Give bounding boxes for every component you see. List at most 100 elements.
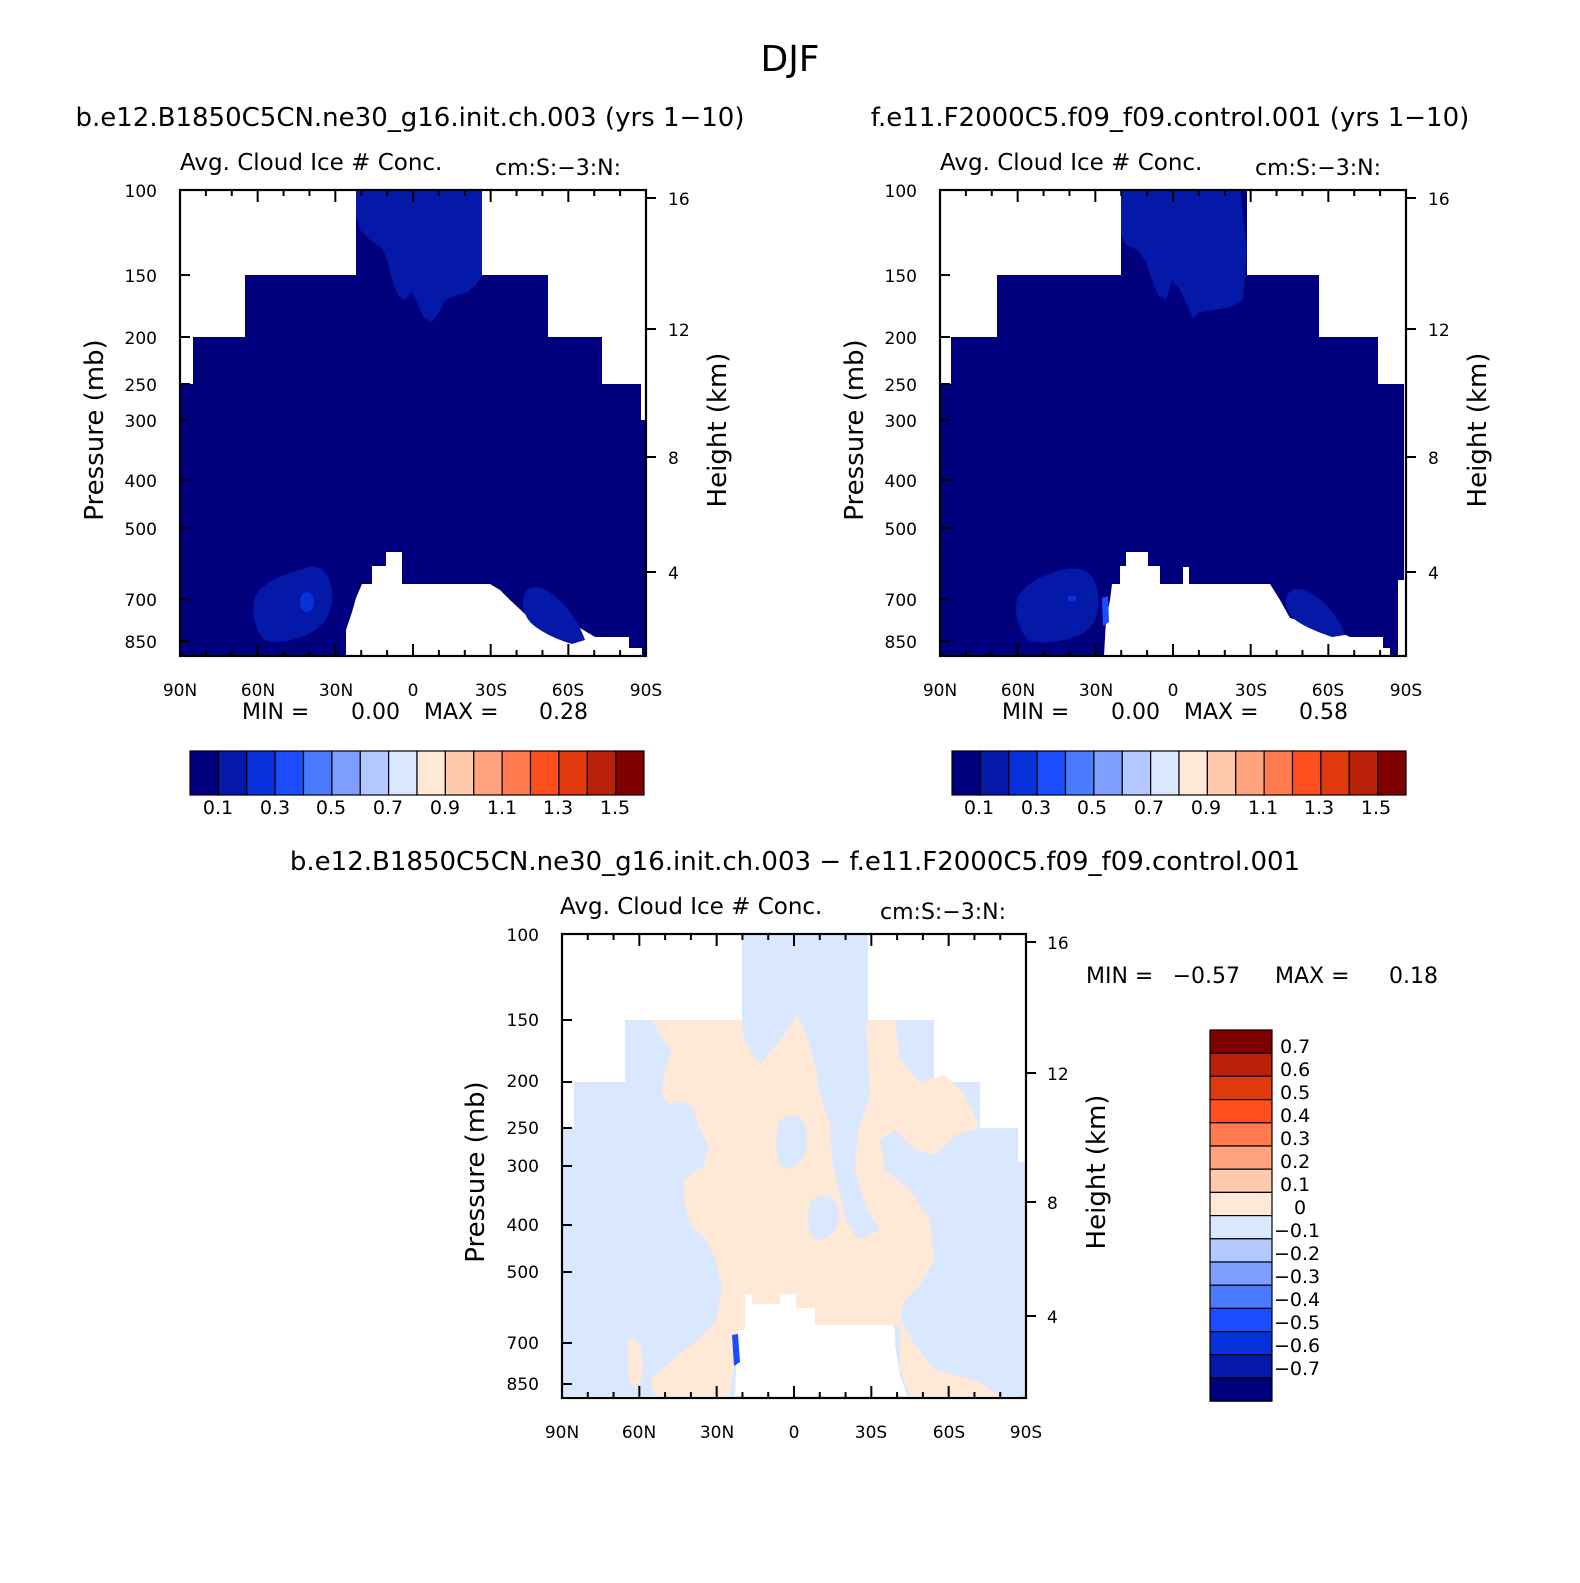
- panel-2-field-lower-right-blob: [1286, 589, 1345, 637]
- panel-2-colorbar-swatch-9: [1206, 750, 1237, 796]
- panel-3-ytick-250: 250: [507, 1119, 539, 1139]
- panel-2-cb-label-0: 0.1: [964, 797, 994, 819]
- panel-3-colorbar-swatch-3: [1209, 1098, 1273, 1124]
- panel-2-colorbar-swatch-11: [1263, 750, 1294, 796]
- panel-3-xtick-60S: 60S: [933, 1423, 965, 1443]
- panel-3-field-neg-inner-2: [808, 1195, 840, 1241]
- panel-1-colorbar-swatch-14: [586, 750, 617, 796]
- panel-3-colorbar-swatch-0: [1209, 1029, 1273, 1054]
- panel-1-ytick-850: 850: [125, 633, 157, 653]
- panel-1-ytick-200: 200: [125, 329, 157, 349]
- panel-3-ytick-200: 200: [507, 1072, 539, 1092]
- panel-2-field-upper-blob: [1121, 190, 1247, 318]
- panel-3-colorbar-labels: 0.7 0.6 0.5 0.4 0.3 0.2 0.1 0 −0.1 −0.2 …: [1274, 1036, 1320, 1380]
- panel-3-colorbar-swatch-7: [1209, 1191, 1273, 1217]
- panel-3-ytick-700: 700: [507, 1334, 539, 1354]
- panel-1-y2tick-12: 12: [668, 321, 690, 341]
- panel-1-colorbar-swatch-15: [615, 750, 645, 796]
- panel-1-xtick-30S: 30S: [475, 681, 507, 701]
- panel-1-y2tick-4: 4: [668, 564, 679, 584]
- panel-2-plot-area: [938, 188, 1408, 658]
- panel-3-case-title: b.e12.B1850C5CN.ne30_g16.init.ch.003 − f…: [290, 847, 1300, 877]
- panel-2-field-dark: [940, 190, 1404, 656]
- panel-1-ytick-500: 500: [125, 520, 157, 540]
- panel-1-ytick-700: 700: [125, 591, 157, 611]
- panel-2-xtick-90S: 90S: [1390, 681, 1422, 701]
- panel-3-cb-label-1: 0.6: [1280, 1059, 1310, 1081]
- panel-3-ytick-400: 400: [507, 1216, 539, 1236]
- panel-1-xtick-60S: 60S: [552, 681, 584, 701]
- panel-3-xtick-60N: 60N: [622, 1423, 656, 1443]
- panel-2-colorbar-swatch-1: [979, 750, 1010, 796]
- panel-3-cb-label-0: 0.7: [1280, 1036, 1310, 1058]
- panel-2-cb-label-5: 1.1: [1248, 797, 1278, 819]
- panel-2-xtick-30N: 30N: [1079, 681, 1113, 701]
- panel-1-colorbar-swatch-3: [274, 750, 305, 796]
- panel-2-tick-marks: [939, 189, 1416, 656]
- panel-2-ytick-300: 300: [885, 412, 917, 432]
- panel-1-colorbar-swatch-9: [444, 750, 475, 796]
- panel-3-cb-label-3: 0.4: [1280, 1105, 1310, 1127]
- panel-3-ytick-500: 500: [507, 1263, 539, 1283]
- panel-3-colorbar-swatch-11: [1209, 1284, 1273, 1309]
- panel-1-colorbar-labels: 0.1 0.3 0.5 0.7 0.9 1.1 1.3 1.5: [203, 797, 630, 819]
- panel-3-min-value: −0.57: [1173, 964, 1240, 989]
- panel-3-colorbar: [1209, 1029, 1273, 1402]
- panel-3-max-value: 0.18: [1389, 964, 1438, 989]
- panel-2-colorbar-labels: 0.1 0.3 0.5 0.7 0.9 1.1 1.3 1.5: [964, 797, 1391, 819]
- panel-2-xtick-0: 0: [1168, 681, 1179, 701]
- panel-3-xtick-90N: 90N: [545, 1423, 579, 1443]
- panel-2-ytick-500: 500: [885, 520, 917, 540]
- panel-1-cb-label-6: 1.3: [543, 797, 573, 819]
- panel-2-ytick-850: 850: [885, 633, 917, 653]
- panel-2-colorbar-swatch-2: [1008, 750, 1038, 796]
- panel-1-max-value: 0.28: [539, 700, 588, 725]
- panel-2-cb-label-6: 1.3: [1304, 797, 1334, 819]
- panel-3-cb-label-5: 0.2: [1280, 1151, 1310, 1173]
- panel-2-max-value: 0.58: [1299, 700, 1348, 725]
- panel-1-colorbar-swatch-10: [473, 750, 503, 796]
- panel-2-cb-label-3: 0.7: [1134, 797, 1164, 819]
- panel-1-colorbar-swatch-11: [501, 750, 532, 796]
- panel-1-xtick-90N: 90N: [163, 681, 197, 701]
- panel-2-cb-label-2: 0.5: [1077, 797, 1107, 819]
- panel-2-pressure-ticks: 100 150 200 250 300 400 500 700 850: [885, 182, 917, 653]
- panel-3-ylabel: Pressure (mb): [461, 1081, 491, 1262]
- panel-2-colorbar-swatch-6: [1121, 750, 1152, 796]
- panel-1-colorbar-swatch-1: [217, 750, 248, 796]
- panel-1-ytick-100: 100: [125, 182, 157, 202]
- panel-1-case-title: b.e12.B1850C5CN.ne30_g16.init.ch.003 (yr…: [76, 103, 745, 133]
- panel-3-colorbar-swatch-8: [1209, 1214, 1273, 1240]
- panel-2-field-lower-left-core: [1068, 596, 1076, 601]
- panel-3-colorbar-swatch-6: [1209, 1168, 1273, 1193]
- panel-3-cb-label-4: 0.3: [1280, 1128, 1310, 1150]
- panel-3-colorbar-swatch-1: [1209, 1052, 1273, 1077]
- panel-3-y2label: Height (km): [1082, 1095, 1112, 1250]
- panel-1-xtick-60N: 60N: [241, 681, 275, 701]
- panel-1-height-ticks: 16 12 8 4: [668, 190, 690, 584]
- panel-3-tick-marks: [561, 933, 1036, 1398]
- panel-1-y2label: Height (km): [703, 353, 733, 508]
- figure-title: DJF: [760, 39, 819, 80]
- panel-3-units: cm:S:−3:N:: [880, 900, 1006, 925]
- panel-2-min-value: 0.00: [1111, 700, 1160, 725]
- panel-2-y2tick-12: 12: [1428, 321, 1450, 341]
- panel-1-cb-label-5: 1.1: [487, 797, 517, 819]
- panel-2-xtick-90N: 90N: [923, 681, 957, 701]
- panel-1-colorbar-swatch-8: [416, 750, 446, 796]
- panel-2-xtick-60S: 60S: [1312, 681, 1344, 701]
- panel-1-field-lower-left-blob: [253, 566, 333, 642]
- panel-3-cb-label-7: 0: [1294, 1197, 1306, 1219]
- panel-3-colorbar-swatch-15: [1209, 1377, 1273, 1402]
- panel-1-cb-label-0: 0.1: [203, 797, 233, 819]
- panel-3-cb-label-10: −0.3: [1274, 1266, 1320, 1288]
- panel-2-field-lower-left-blob: [1016, 568, 1099, 643]
- panel-2: f.e11.F2000C5.f09_f09.control.001 (yrs 1…: [840, 103, 1493, 819]
- panel-1-ytick-150: 150: [125, 267, 157, 287]
- panel-2-units: cm:S:−3:N:: [1255, 156, 1381, 181]
- panel-2-colorbar-swatch-10: [1235, 750, 1265, 796]
- panel-1-xtick-0: 0: [408, 681, 419, 701]
- panel-2-case-title: f.e11.F2000C5.f09_f09.control.001 (yrs 1…: [871, 103, 1470, 133]
- panel-3-ytick-850: 850: [507, 1375, 539, 1395]
